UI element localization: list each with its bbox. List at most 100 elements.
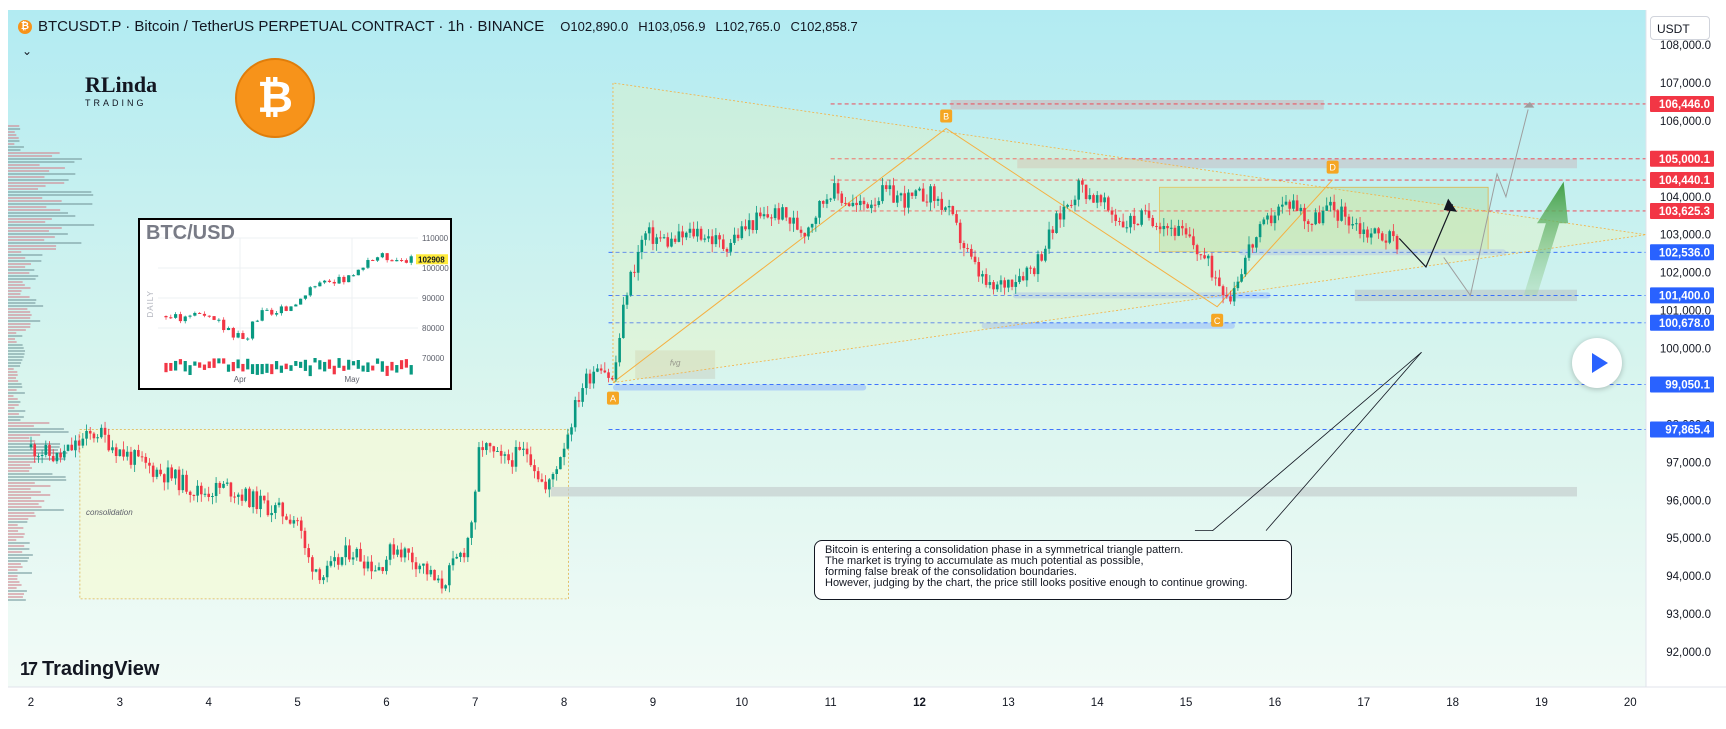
tradingview-logo[interactable]: 17 TradingView — [20, 658, 159, 681]
candle-body — [614, 362, 618, 380]
candle-body — [133, 450, 136, 465]
volume-profile-bar — [8, 320, 41, 322]
price-level-badge — [1650, 244, 1714, 261]
candle-body — [1036, 254, 1040, 275]
candle — [1225, 287, 1229, 299]
candle — [455, 553, 459, 560]
volume-profile-bar — [8, 494, 51, 496]
candle — [103, 421, 107, 443]
volume-profile-bar — [8, 434, 41, 436]
candle — [174, 469, 177, 485]
candle-body — [1044, 248, 1047, 261]
volume-profile-bar — [8, 203, 93, 205]
volume-profile-bar — [8, 269, 35, 271]
candle-body — [829, 198, 832, 200]
candle — [692, 221, 695, 239]
candle — [918, 186, 921, 192]
candle-body — [407, 548, 410, 553]
inset-volume-bar — [169, 362, 173, 371]
candle-body — [114, 447, 118, 457]
candle-body — [377, 567, 381, 571]
candle — [1077, 178, 1080, 207]
volume-profile-bar — [8, 266, 26, 268]
volume-profile-bar — [8, 167, 65, 169]
candle — [781, 204, 784, 221]
candle — [1336, 208, 1340, 229]
volume-profile-bar — [8, 527, 24, 529]
candle-body — [566, 434, 570, 449]
inset-volume-bar — [236, 359, 240, 369]
candle — [351, 551, 355, 565]
volume-profile-bar — [8, 152, 60, 154]
currency-selector[interactable]: USDT — [1650, 16, 1710, 40]
candle — [766, 205, 770, 219]
time-tick-label: 9 — [650, 697, 656, 709]
volume-profile-bar — [8, 593, 25, 595]
candle-body — [514, 446, 518, 467]
volume-profile-bar — [8, 179, 69, 181]
volume-profile-bar — [8, 476, 66, 478]
volume-profile-bar — [8, 272, 30, 274]
candle — [533, 459, 536, 479]
candle — [362, 555, 366, 576]
candle-body — [448, 565, 451, 586]
candle — [1047, 221, 1051, 254]
candle — [507, 449, 510, 464]
inset-month-label: May — [344, 375, 359, 384]
volume-profile-bar — [8, 425, 34, 427]
candle — [607, 368, 610, 383]
candle — [1018, 268, 1021, 285]
candle — [218, 481, 222, 495]
inset-candle-body — [395, 260, 399, 262]
candle-body — [625, 295, 629, 305]
replay-play-button[interactable] — [1572, 338, 1622, 388]
candle — [784, 206, 788, 222]
play-icon — [1592, 353, 1608, 373]
candle-body — [1284, 201, 1288, 205]
candle-body — [1269, 215, 1273, 224]
candle — [1029, 265, 1032, 275]
volume-profile-bar — [8, 308, 28, 310]
volume-profile-bar — [8, 221, 46, 223]
candle-body — [1192, 236, 1195, 246]
inset-candle-body — [299, 298, 303, 305]
volume-profile-bar — [8, 371, 18, 373]
candle-body — [1221, 286, 1225, 296]
inset-candle-body — [371, 260, 375, 262]
candle — [137, 444, 140, 458]
candle-body — [211, 495, 214, 497]
price-tick-label: 97,000.0 — [1666, 457, 1711, 469]
pattern-point-b: B — [940, 109, 953, 123]
candle-body — [266, 500, 270, 516]
symbol-header[interactable]: ₿ BTCUSDT.P · Bitcoin / TetherUS PERPETU… — [18, 18, 858, 35]
price-level-label: 103,625.3 — [1659, 206, 1710, 218]
inset-volume-bar — [318, 360, 322, 370]
analysis-note[interactable]: Bitcoin is entering a consolidation phas… — [814, 540, 1292, 600]
candle-body — [581, 388, 584, 402]
candle-body — [1084, 184, 1088, 200]
candle-body — [899, 193, 903, 196]
candle — [1147, 202, 1151, 221]
volume-profile-bar — [8, 548, 30, 550]
volume-profile-bar — [8, 428, 64, 430]
candle — [1184, 223, 1188, 239]
volume-profile-bar — [8, 395, 14, 397]
candle — [821, 200, 825, 208]
symbol-title[interactable]: BTCUSDT.P · Bitcoin / TetherUS PERPETUAL… — [38, 18, 545, 35]
candle-body — [903, 193, 906, 208]
price-level-badge — [1650, 172, 1714, 189]
volume-profile-bar — [8, 443, 61, 445]
candle-body — [274, 505, 277, 513]
volume-profile-bar — [8, 197, 43, 199]
candle — [877, 197, 881, 208]
candle — [44, 440, 48, 458]
chevron-down-icon[interactable]: ⌄ — [22, 44, 33, 58]
candle-body — [718, 235, 721, 240]
candle — [385, 556, 388, 575]
price-level-label: 101,400.0 — [1659, 290, 1710, 302]
candle — [1269, 208, 1273, 227]
abcd-pattern-line — [612, 127, 1334, 384]
candle — [740, 221, 744, 240]
price-level-badge — [1650, 421, 1714, 438]
